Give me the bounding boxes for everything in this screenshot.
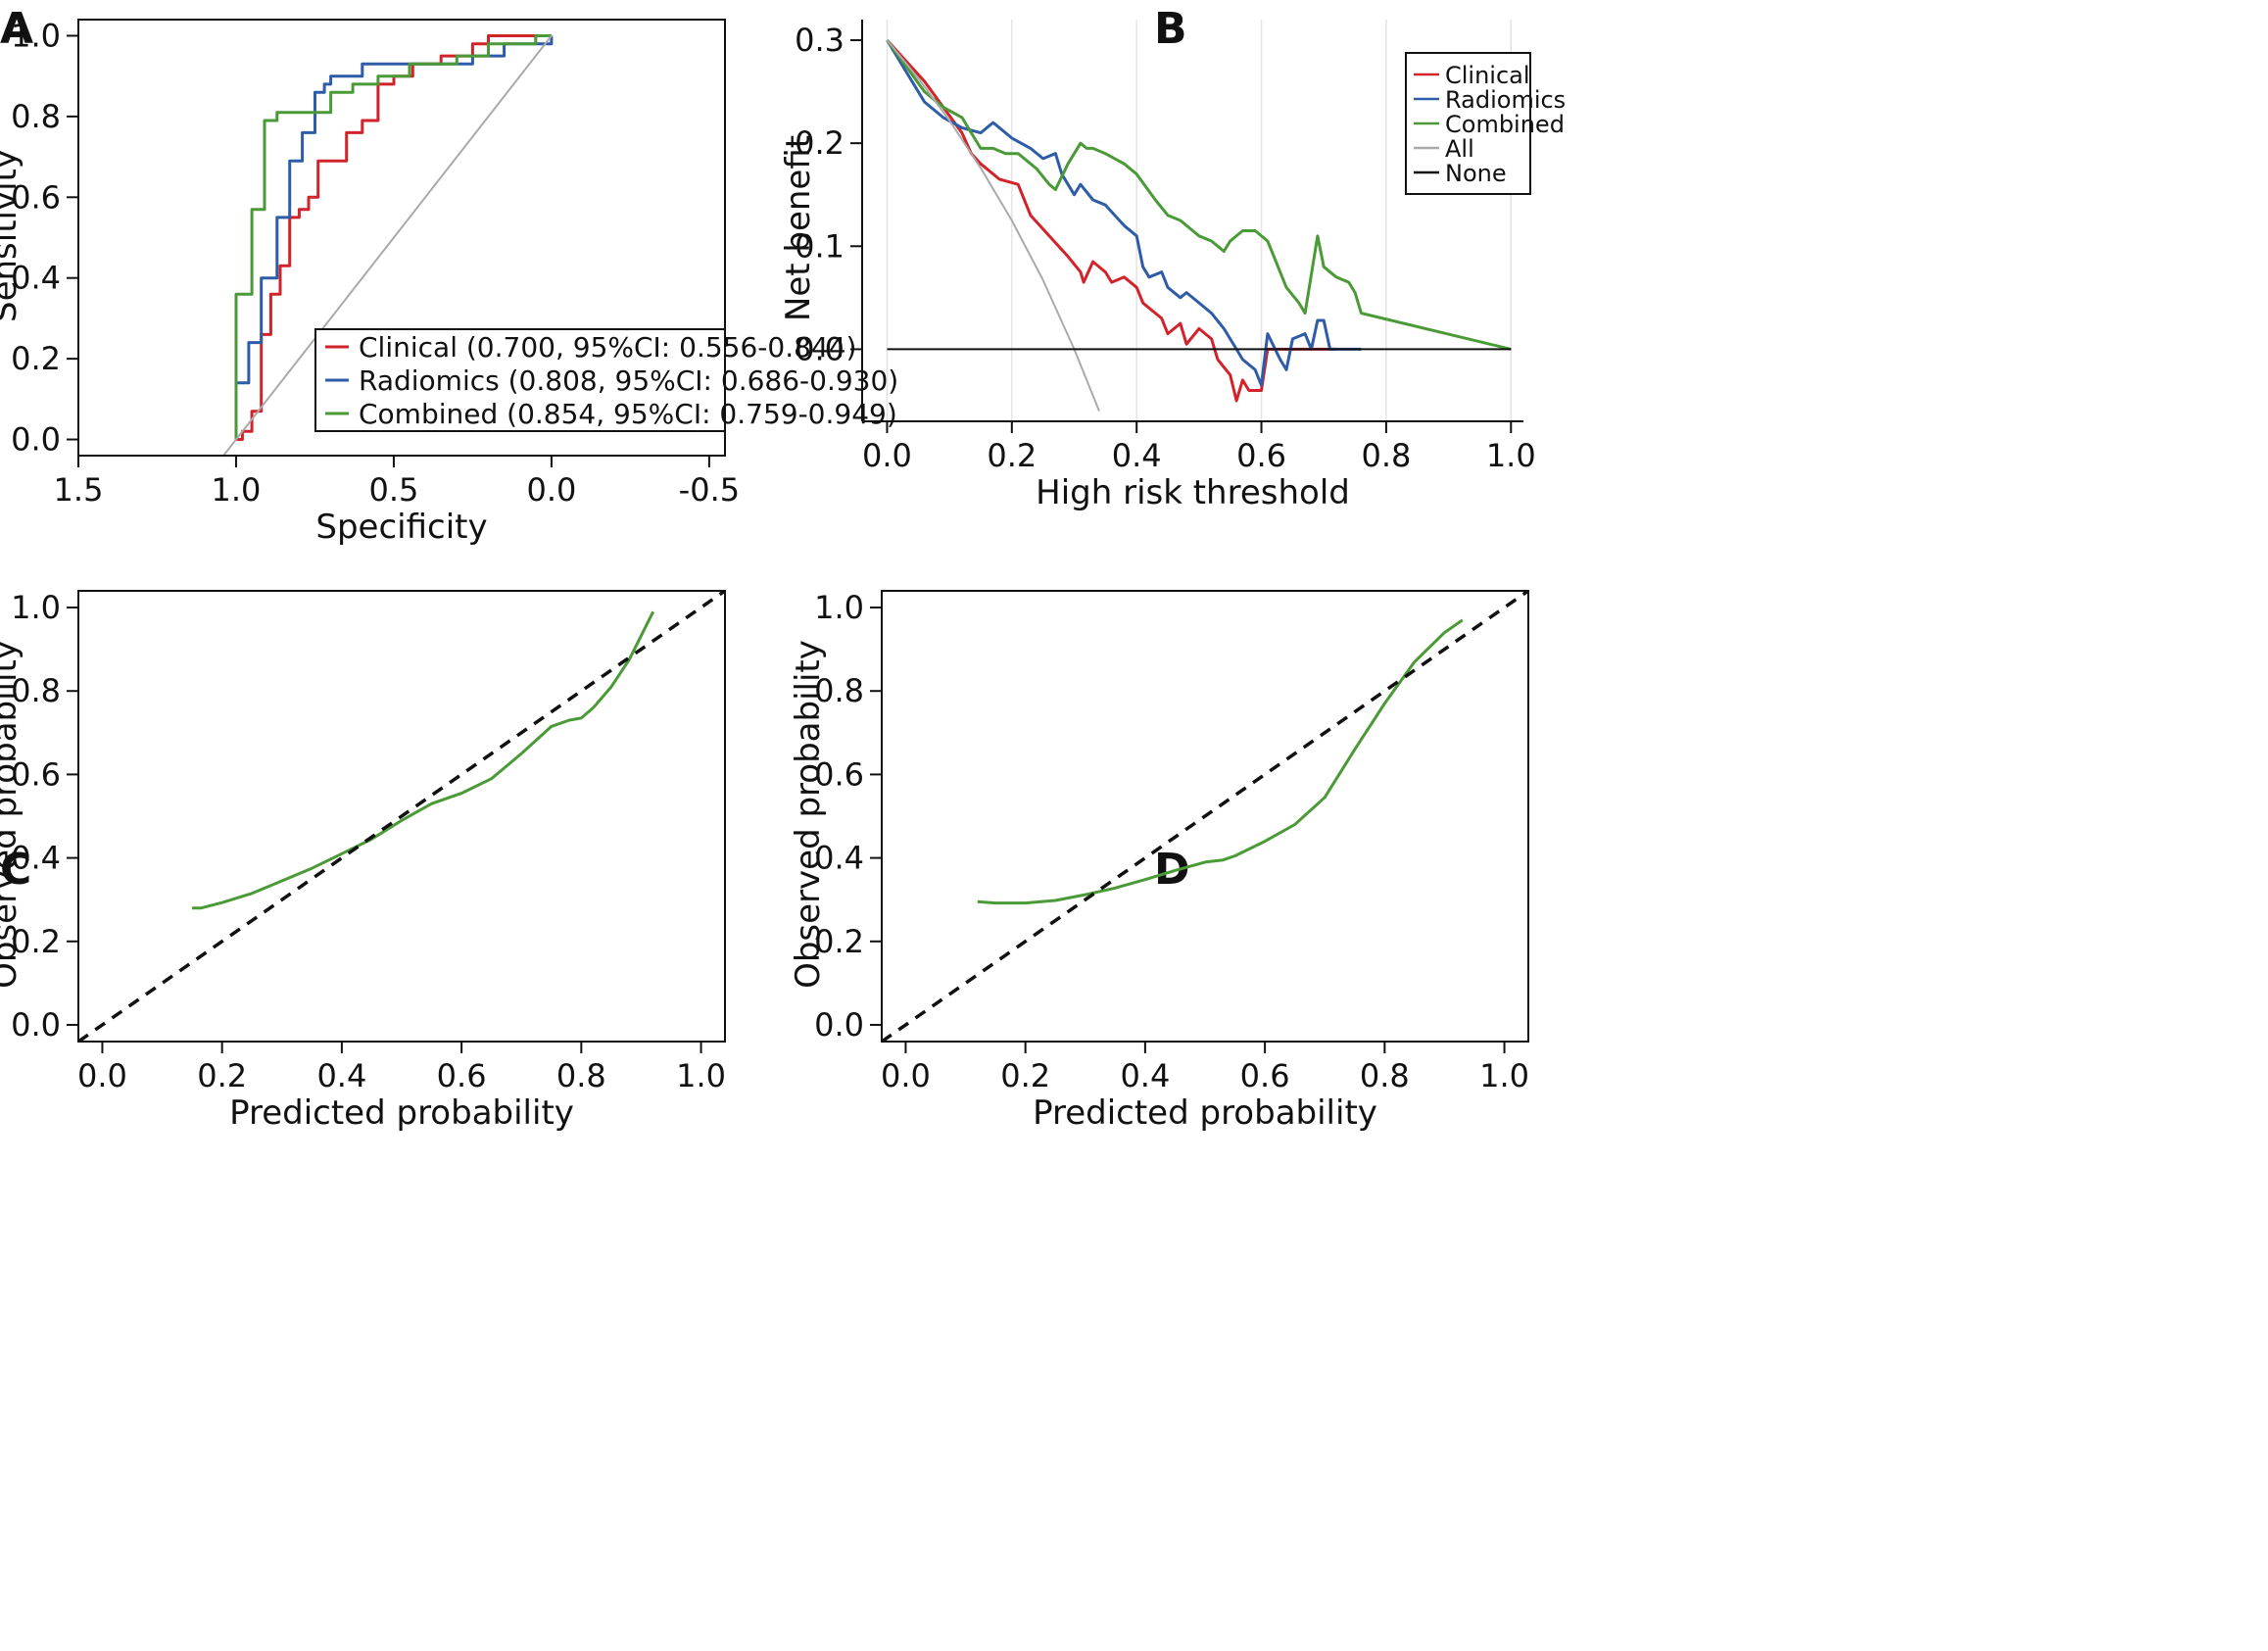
panel-a-roc: 1.5 1.0 0.5 0.0 -0.5 0.0 0.2 0.4 0.6 0.8 1.0 Specif… [0, 17, 898, 547]
series-line-all [886, 39, 1100, 412]
y-tick-label: 0.6 [11, 755, 61, 793]
y-tick-label: 0.0 [11, 421, 61, 459]
x-axis-label: Specificity [315, 508, 487, 547]
series-line-radiomics [886, 39, 1362, 387]
x-axis-label: High risk threshold [1036, 473, 1350, 512]
x-tick-label: 0.8 [1360, 1057, 1410, 1094]
series-group [886, 38, 1512, 412]
panel-label-c: C [0, 845, 31, 895]
y-axis-label: Observed probability [789, 640, 828, 989]
panel-d-calibration: 0.0 0.2 0.4 0.6 0.8 1.0 0.0 0.2 0.4 0.6 0.8 1.0 Pred… [789, 589, 1529, 1133]
y-tick-label: 0.2 [814, 923, 864, 960]
panel-label-b: B [1154, 4, 1187, 54]
y-tick-label: 0.2 [11, 923, 61, 960]
y-tick-label: 0.6 [11, 178, 61, 216]
x-tick-label: 1.5 [54, 471, 104, 509]
legend-label: Clinical [1445, 62, 1530, 89]
x-tick-label: 0.4 [316, 1057, 366, 1094]
x-tick-label: 0.2 [1000, 1057, 1050, 1094]
y-tick-label: 0.6 [814, 755, 864, 793]
y-tick-label: 0.8 [11, 98, 61, 135]
legend-label: All [1445, 135, 1474, 163]
series-group [78, 591, 725, 1042]
x-tick-label: 0.0 [881, 1057, 931, 1094]
y-tick-label: 0.0 [11, 1006, 61, 1044]
y-tick-label: 1.0 [11, 17, 61, 54]
legend-label: Clinical (0.700, 95%CI: 0.556-0.844) [359, 331, 856, 364]
y-tick-label: 0.8 [814, 672, 864, 709]
y-tick-label: 0.0 [814, 1006, 864, 1044]
x-tick-label: -0.5 [679, 471, 740, 509]
y-tick-label: 0.4 [11, 840, 61, 877]
series-line-ideal [882, 591, 1528, 1042]
series-line-combined [886, 39, 1512, 351]
series-group [221, 34, 554, 456]
x-tick-label: 0.4 [1120, 1057, 1170, 1094]
y-tick-label: 1.0 [11, 589, 61, 626]
y-tick-label: 1.0 [814, 589, 864, 626]
x-tick-label: 0.0 [526, 471, 576, 509]
panel-label-d: D [1154, 845, 1190, 895]
y-axis-label: Observed probability [0, 640, 24, 989]
x-tick-label: 0.2 [987, 437, 1037, 474]
y-tick-label: 0.1 [795, 227, 844, 265]
y-tick-label: 0.8 [11, 672, 61, 709]
legend-label: None [1445, 160, 1507, 187]
y-tick-label: 0.2 [795, 124, 844, 162]
x-tick-label: 1.0 [212, 471, 262, 509]
x-tick-label: 1.0 [1486, 437, 1536, 474]
series-line-calibration [192, 610, 655, 910]
x-tick-label: 0.6 [1236, 437, 1286, 474]
x-axis-label: Predicted probability [1033, 1093, 1377, 1133]
legend-label: Combined (0.854, 95%CI: 0.759-0.949) [359, 398, 897, 430]
x-tick-label: 1.0 [676, 1057, 726, 1094]
series-line-ideal [78, 591, 725, 1042]
x-tick-label: 0.4 [1112, 437, 1162, 474]
legend-label: Combined [1445, 111, 1565, 138]
y-tick-label: 0.2 [11, 340, 61, 377]
legend-label: Radiomics [1445, 86, 1566, 114]
series-line-calibration [977, 618, 1464, 905]
x-tick-label: 0.0 [77, 1057, 127, 1094]
y-axis-label: Sensitivity [0, 149, 24, 322]
y-tick-label: 0.4 [814, 840, 864, 877]
panel-label-a: A [0, 4, 33, 54]
plot-frame [881, 590, 1529, 1043]
x-tick-label: 0.6 [437, 1057, 487, 1094]
legend-label: Radiomics (0.808, 95%CI: 0.686-0.930) [359, 364, 898, 397]
x-tick-label: 0.0 [862, 437, 912, 474]
x-axis-label: Predicted probability [229, 1093, 574, 1133]
series-group [882, 591, 1528, 1042]
panel-c-calibration: 0.0 0.2 0.4 0.6 0.8 1.0 0.0 0.2 0.4 0.6 0.8 1.0 Pred… [0, 589, 726, 1133]
plot-frame [77, 590, 726, 1043]
plot-frame [77, 19, 726, 457]
x-tick-label: 1.0 [1479, 1057, 1529, 1094]
series-line-reference [221, 34, 553, 456]
panel-b-decision-curve: 0.0 0.2 0.4 0.6 0.8 1.0 0.0 0.1 0.2 0.3 High risk … [779, 20, 1566, 512]
x-tick-label: 0.5 [369, 471, 419, 509]
x-tick-label: 0.8 [1361, 437, 1411, 474]
series-line-combined [234, 34, 552, 440]
y-axis-label: Net benefit [779, 135, 818, 321]
x-tick-label: 0.6 [1240, 1057, 1290, 1094]
x-tick-label: 0.8 [556, 1057, 606, 1094]
y-tick-label: 0.3 [795, 22, 844, 59]
series-line-clinical [886, 38, 1336, 403]
y-tick-label: 0.0 [795, 330, 844, 367]
y-tick-label: 0.4 [11, 260, 61, 297]
legend-box [314, 328, 726, 432]
x-tick-label: 0.2 [197, 1057, 247, 1094]
